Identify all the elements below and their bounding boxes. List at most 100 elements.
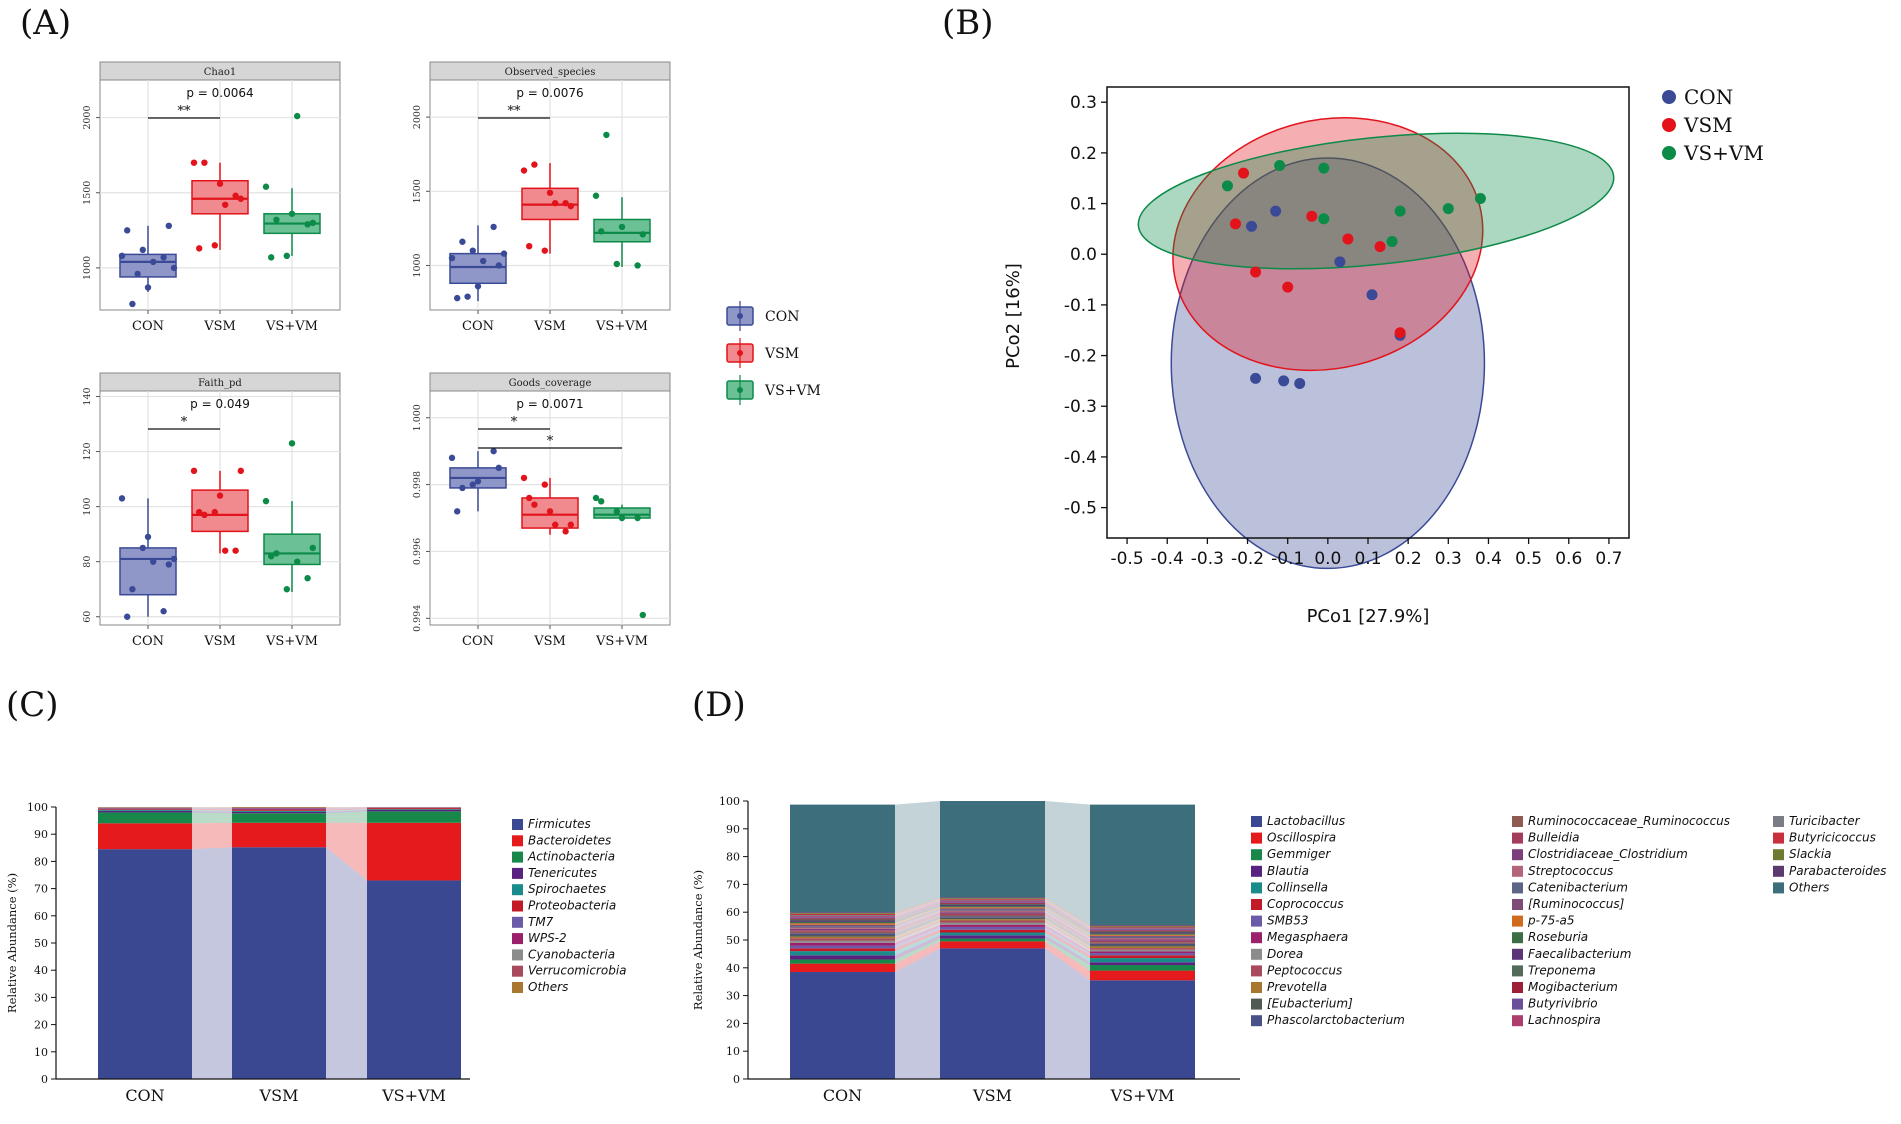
- data-point: [232, 547, 239, 554]
- legend-item: TM7: [512, 915, 554, 929]
- data-point: [454, 508, 461, 515]
- facet-title: Observed_species: [505, 67, 596, 78]
- flow-band: [895, 924, 940, 946]
- legend-label: Streptococcus: [1528, 864, 1613, 878]
- data-point: [464, 293, 471, 300]
- legend-item-VSM: VSM: [726, 338, 799, 368]
- bar-segment: [1090, 927, 1195, 929]
- bar-segment: [1090, 945, 1195, 947]
- data-point: [541, 247, 548, 254]
- legend-label: CON: [765, 309, 799, 325]
- legend-swatch: [1773, 865, 1784, 877]
- legend-label: Dorea: [1267, 947, 1303, 961]
- legend-label: TM7: [528, 915, 554, 929]
- legend-dot: [1662, 118, 1676, 132]
- flow-band: [192, 812, 232, 824]
- flow-band: [1045, 912, 1090, 941]
- boxplot-goods_coverage: Goods_coverage 0.994 0.996 0.998 1.000 * * p = …: [412, 372, 671, 649]
- legend-item: Turicibacter: [1773, 814, 1861, 828]
- flow-band: [895, 913, 940, 932]
- legend-label: Cyanobacteria: [528, 947, 615, 961]
- legend-swatch: [1512, 865, 1523, 877]
- pcoa-point-VSVM: [1318, 213, 1330, 225]
- y-axis-title: PCo2 [16%]: [1003, 263, 1024, 369]
- y-tick-label: 0.996: [412, 538, 423, 565]
- data-point: [237, 467, 244, 475]
- data-point: [531, 161, 538, 168]
- bar-segment: [98, 812, 192, 824]
- flow-band: [1045, 901, 1090, 931]
- bar-segment: [790, 917, 895, 919]
- bar-segment: [98, 823, 192, 850]
- legend-swatch: [1251, 948, 1262, 960]
- y-tick-label: 0: [733, 1073, 740, 1086]
- flow-band: [1045, 926, 1090, 956]
- legend-label: VSM: [1683, 113, 1733, 137]
- data-point: [567, 202, 574, 210]
- data-point: [170, 555, 178, 563]
- legend-swatch: [1251, 932, 1262, 944]
- data-point: [196, 508, 203, 516]
- flow-band: [1045, 920, 1090, 950]
- bar-segment: [1090, 925, 1195, 927]
- flow-band: [192, 809, 232, 812]
- flow-band: [895, 935, 940, 960]
- data-point: [262, 497, 270, 505]
- flow-band: [895, 906, 940, 924]
- flow-band: [326, 809, 367, 814]
- legend-dot: [737, 387, 743, 393]
- box-VSM: [190, 467, 249, 554]
- bar-segment: [790, 913, 895, 914]
- legend-label: Faecalibacterium: [1528, 947, 1631, 961]
- data-point: [562, 528, 569, 535]
- legend-swatch: [512, 933, 523, 945]
- x-tick-label: 0.6: [1555, 549, 1582, 569]
- bar-segment: [790, 926, 895, 928]
- pcoa-point-VSVM: [1318, 162, 1330, 174]
- y-tick-label: -0.2: [1064, 347, 1097, 367]
- legend-label: Verrucomicrobia: [528, 964, 627, 978]
- flow-band: [1045, 913, 1090, 943]
- bar-segment: [1090, 970, 1195, 981]
- pcoa-point-VSM: [1306, 210, 1318, 222]
- flow-band: [1045, 929, 1090, 959]
- flow-band: [895, 912, 940, 931]
- legend-swatch: [512, 965, 523, 977]
- box-VSM: [190, 159, 249, 252]
- bar-segment: [1090, 934, 1195, 936]
- data-point: [273, 550, 280, 557]
- legend-item: Cyanobacteria: [512, 947, 615, 961]
- bar-segment: [940, 898, 1045, 899]
- y-tick-label: 70: [726, 878, 740, 891]
- bar-segment: [940, 908, 1045, 910]
- x-tick-label: VSM: [972, 1086, 1012, 1105]
- phylum-abundance-panel: CON VSM VS+VM 0 10 20 30 40 50 60 70 80 90 100 Relativ…: [5, 801, 627, 1105]
- bar-segment: [790, 971, 895, 1079]
- bar-segment: [790, 955, 895, 960]
- data-point: [469, 247, 476, 254]
- bar-segment: [790, 921, 895, 924]
- flow-band: [1045, 910, 1090, 940]
- data-point: [448, 254, 456, 262]
- legend-item: Lachnospira: [1512, 1013, 1601, 1027]
- pcoa-point-VSM: [1374, 241, 1386, 253]
- data-point: [190, 467, 198, 475]
- flow-band: [895, 904, 940, 922]
- y-tick-label: 10: [726, 1045, 740, 1058]
- legend-label: [Eubacterium]: [1267, 997, 1353, 1011]
- legend-label: Megasphaera: [1267, 930, 1348, 944]
- legend-label: Gemmiger: [1267, 847, 1331, 861]
- x-tick-label: CON: [132, 634, 164, 649]
- flow-band: [1045, 903, 1090, 933]
- data-point: [546, 189, 554, 196]
- bar-segment: [232, 822, 326, 848]
- bar-segment: [940, 916, 1045, 918]
- bar-segment: [940, 907, 1045, 909]
- p-value: p = 0.049: [190, 397, 250, 411]
- box-VSM: [520, 161, 579, 254]
- bar-segment: [940, 902, 1045, 904]
- bar-segment: [98, 810, 192, 813]
- legend-item-VSVM: VS+VM: [726, 375, 821, 405]
- legend-item: Spirochaetes: [512, 882, 606, 896]
- data-point: [196, 245, 203, 252]
